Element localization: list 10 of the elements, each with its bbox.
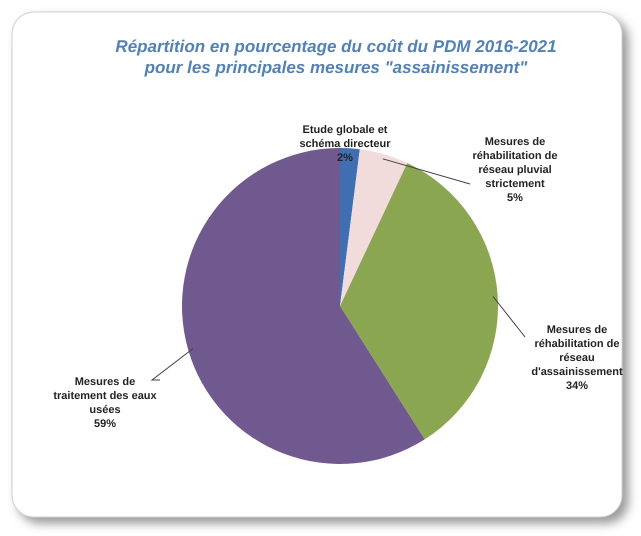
chart-title: Répartition en pourcentage du coût du PDM 2016-2021 pour les principales mesures "assainissement" [115,37,557,77]
pie-slice [182,148,425,464]
data-label: 5% [507,192,524,204]
data-label: 34% [566,380,588,392]
data-label: 2% [337,152,354,164]
data-label: 59% [94,418,116,430]
slice-label: Mesures de traitement des eaux usées [53,376,158,416]
slice-label: Mesures de réhabilitation de réseau pluvial strictement [472,136,558,190]
slice-label: Etude globale et schéma directeur [299,124,392,150]
slice-label: Mesures de réhabilitation de réseau d'assainissement [531,324,623,378]
